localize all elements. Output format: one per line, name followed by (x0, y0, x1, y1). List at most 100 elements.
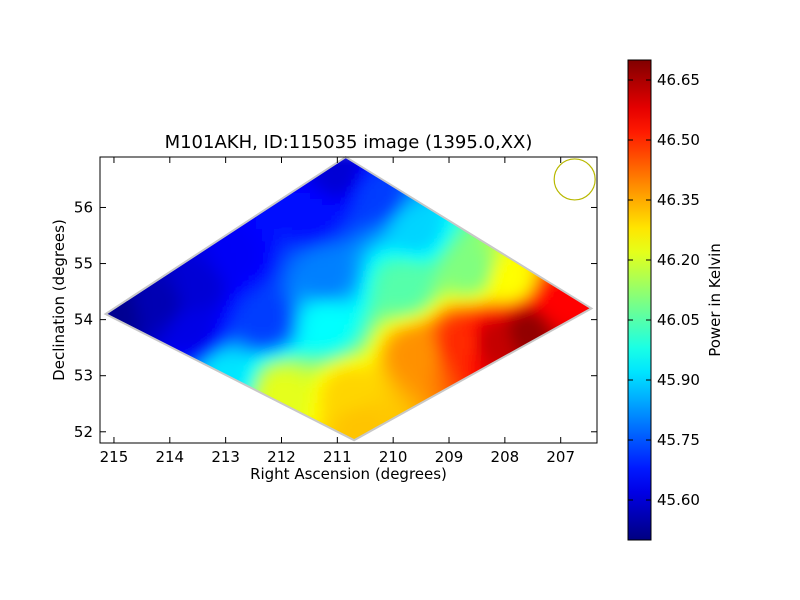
heatmap-cell (250, 217, 257, 224)
heatmap-cell (172, 433, 179, 440)
heatmap-cell (268, 439, 275, 441)
colorbar-tick-label: 45.75 (657, 431, 700, 449)
heatmap-cell (472, 157, 479, 164)
heatmap-cell (538, 349, 545, 356)
heatmap-cell (370, 253, 377, 260)
heatmap-cell (322, 379, 329, 386)
heatmap-cell (208, 193, 215, 200)
heatmap-cell (502, 349, 509, 356)
heatmap-cell (556, 427, 563, 434)
heatmap-cell (214, 343, 221, 350)
heatmap-cell (280, 217, 287, 224)
heatmap-cell (172, 301, 179, 308)
heatmap-cell (592, 343, 599, 350)
heatmap-cell (262, 325, 269, 332)
heatmap-cell (568, 331, 575, 338)
heatmap-cell (406, 259, 413, 266)
heatmap-cell (352, 361, 359, 368)
heatmap-cell (412, 259, 419, 266)
heatmap-cell (550, 295, 557, 302)
heatmap-cell (580, 397, 587, 404)
heatmap-cell (454, 235, 461, 242)
heatmap-cell (460, 211, 467, 218)
heatmap-cell (556, 175, 563, 182)
beam-marker (553, 158, 596, 201)
heatmap-cell (358, 391, 365, 398)
heatmap-cell (508, 289, 515, 296)
heatmap-cell (430, 241, 437, 248)
heatmap-cell (538, 187, 545, 194)
heatmap-cell (394, 187, 401, 194)
heatmap-cell (208, 415, 215, 422)
heatmap-cell (232, 421, 239, 428)
heatmap-cell (130, 247, 137, 254)
heatmap-cell (424, 385, 431, 392)
heatmap-cell (280, 343, 287, 350)
heatmap-cell (148, 355, 155, 362)
heatmap-cell (166, 433, 173, 440)
heatmap-cell (268, 307, 275, 314)
heatmap-cell (166, 157, 173, 164)
heatmap-cell (370, 163, 377, 170)
heatmap-cell (352, 247, 359, 254)
heatmap-cell (298, 157, 305, 164)
heatmap-cell (280, 175, 287, 182)
heatmap-cell (598, 235, 605, 242)
heatmap-cell (358, 223, 365, 230)
heatmap-cell (178, 385, 185, 392)
heatmap-cell (136, 349, 143, 356)
heatmap-cell (376, 205, 383, 212)
heatmap-cell (280, 223, 287, 230)
heatmap-cell (532, 445, 539, 452)
heatmap-cell (112, 421, 119, 428)
heatmap-cell (172, 283, 179, 290)
heatmap-cell (448, 331, 455, 338)
heatmap-cell (298, 253, 305, 260)
heatmap-cell (520, 397, 527, 404)
heatmap-cell (322, 349, 329, 356)
heatmap-cell (574, 301, 581, 308)
heatmap-cell (280, 349, 287, 356)
heatmap-cell (484, 379, 491, 386)
heatmap-cell (478, 391, 485, 398)
heatmap-cell (232, 409, 239, 416)
heatmap-cell (388, 193, 395, 200)
heatmap-cell (226, 241, 233, 248)
heatmap-cell (454, 385, 461, 392)
heatmap-cell (442, 193, 449, 200)
heatmap-cell (124, 331, 131, 338)
heatmap-cell (568, 169, 575, 176)
heatmap-cell (520, 427, 527, 434)
heatmap-cell (430, 211, 437, 218)
heatmap-cell (328, 391, 335, 398)
heatmap-cell (166, 253, 173, 260)
heatmap-cell (118, 157, 125, 164)
heatmap-cell (130, 271, 137, 278)
heatmap-cell (214, 409, 221, 416)
heatmap-cell (316, 271, 323, 278)
heatmap-cell (448, 199, 455, 206)
heatmap-cell (388, 163, 395, 170)
heatmap-cell (136, 181, 143, 188)
heatmap-cell (196, 391, 203, 398)
heatmap-cell (148, 439, 155, 441)
heatmap-cell (262, 361, 269, 368)
heatmap-cell (142, 175, 149, 182)
heatmap-cell (232, 433, 239, 440)
heatmap-cell (502, 367, 509, 374)
heatmap-cell (250, 295, 257, 302)
heatmap-cell (550, 391, 557, 398)
heatmap-cell (406, 265, 413, 272)
heatmap-cell (250, 277, 257, 284)
heatmap-cell (496, 415, 503, 422)
heatmap-cell (274, 409, 281, 416)
heatmap-cell (400, 439, 407, 441)
heatmap-cell (436, 325, 443, 332)
heatmap-cell (310, 361, 317, 368)
heatmap-cell (490, 355, 497, 362)
heatmap-cell (574, 325, 581, 332)
heatmap-cell (508, 211, 515, 218)
heatmap-cell (310, 157, 317, 164)
heatmap-cell (544, 427, 551, 434)
heatmap-cell (148, 241, 155, 248)
